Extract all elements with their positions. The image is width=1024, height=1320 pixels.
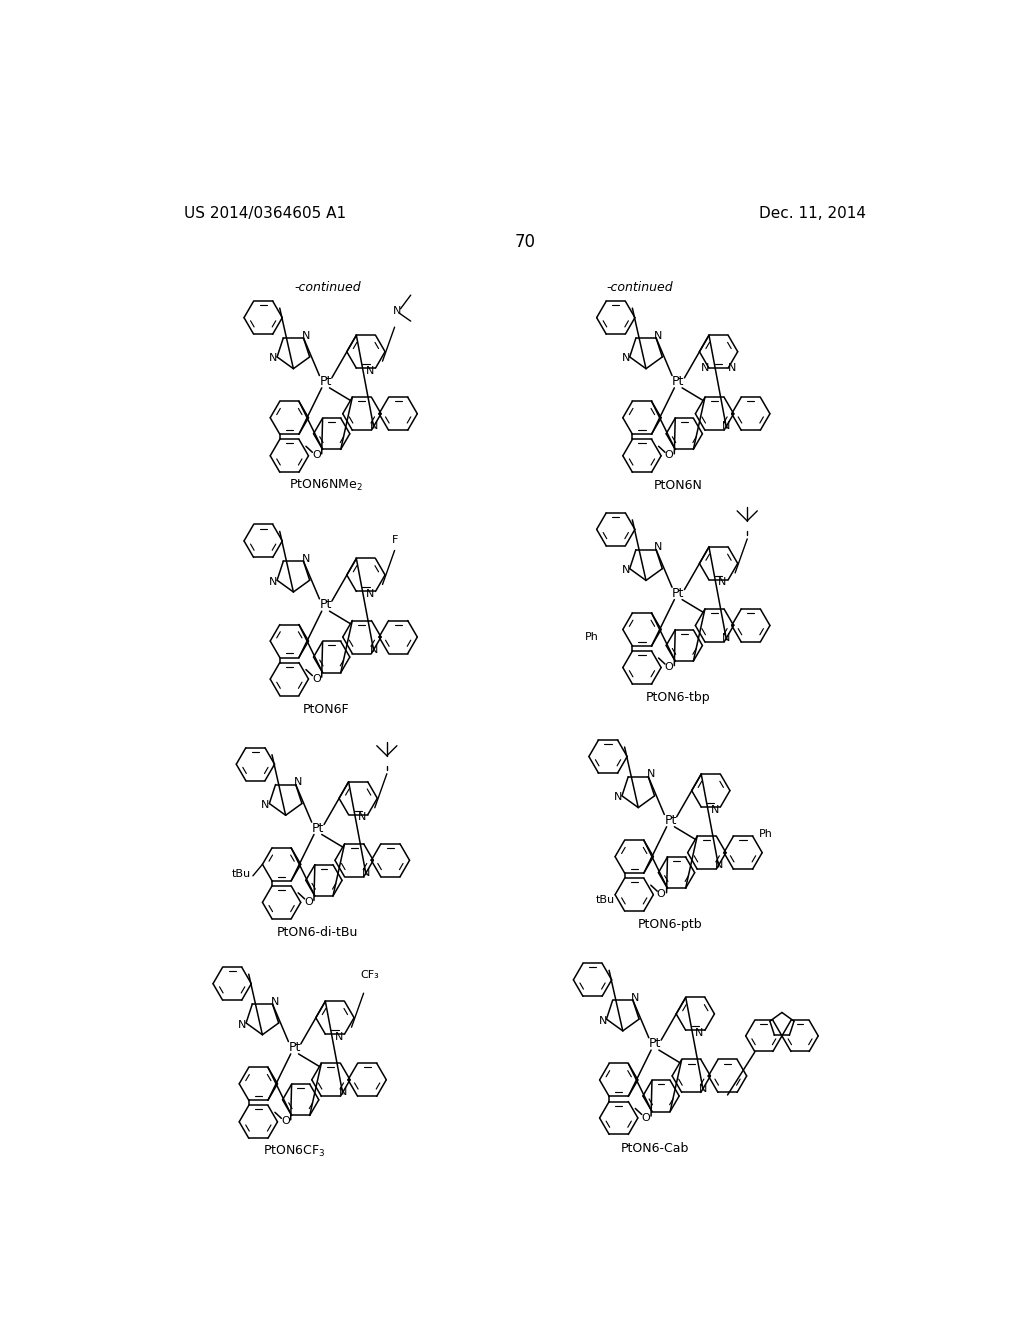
Text: N: N [269, 354, 278, 363]
Text: Pt: Pt [311, 822, 324, 834]
Text: Pt: Pt [319, 375, 332, 388]
Text: Pt: Pt [649, 1038, 662, 1051]
Text: PtON6N: PtON6N [653, 479, 702, 492]
Text: N: N [335, 1032, 343, 1041]
Text: O: O [641, 1113, 650, 1122]
Text: PtON6-tbp: PtON6-tbp [646, 692, 711, 704]
Text: PtON6-Cab: PtON6-Cab [621, 1142, 689, 1155]
Text: F: F [391, 536, 397, 545]
Text: N: N [718, 577, 727, 587]
Text: N: N [302, 554, 310, 564]
Text: N: N [392, 306, 400, 315]
Text: -continued: -continued [606, 281, 673, 294]
Text: N: N [357, 812, 367, 822]
Text: Dec. 11, 2014: Dec. 11, 2014 [759, 206, 866, 222]
Text: O: O [312, 450, 321, 461]
Text: N: N [302, 330, 310, 341]
Text: PtON6-di-tBu: PtON6-di-tBu [278, 925, 358, 939]
Text: Ph: Ph [759, 829, 773, 838]
Text: O: O [304, 898, 313, 907]
Text: tBu: tBu [231, 869, 251, 879]
Text: N: N [361, 869, 371, 878]
Text: N: N [339, 1088, 347, 1097]
Text: N: N [646, 770, 654, 780]
Text: Pt: Pt [672, 587, 684, 601]
Text: N: N [711, 805, 719, 814]
Text: O: O [312, 673, 321, 684]
Text: O: O [656, 890, 666, 899]
Text: N: N [269, 577, 278, 587]
Text: N: N [366, 589, 374, 599]
Text: PtON6-ptb: PtON6-ptb [638, 919, 702, 931]
Text: N: N [695, 1028, 703, 1038]
Text: O: O [281, 1117, 290, 1126]
Text: N: N [654, 543, 663, 552]
Text: N: N [614, 792, 623, 803]
Text: N: N [722, 634, 730, 643]
Text: N: N [370, 421, 378, 432]
Text: Pt: Pt [319, 598, 332, 611]
Text: O: O [665, 450, 673, 461]
Text: 70: 70 [514, 232, 536, 251]
Text: tBu: tBu [596, 895, 615, 906]
Text: -continued: -continued [295, 281, 361, 294]
Text: N: N [598, 1015, 607, 1026]
Text: PtON6NMe$_2$: PtON6NMe$_2$ [289, 478, 362, 494]
Text: N: N [270, 997, 279, 1007]
Text: N: N [699, 1084, 708, 1093]
Text: CF₃: CF₃ [360, 970, 379, 981]
Text: N: N [261, 800, 269, 810]
Text: Pt: Pt [665, 814, 677, 828]
Text: N: N [294, 777, 302, 787]
Text: N: N [370, 644, 378, 655]
Text: O: O [665, 663, 673, 672]
Text: N: N [700, 363, 710, 374]
Text: PtON6F: PtON6F [302, 702, 349, 715]
Text: Pt: Pt [672, 375, 684, 388]
Text: N: N [631, 993, 639, 1003]
Text: N: N [654, 330, 663, 341]
Text: N: N [722, 421, 730, 432]
Text: N: N [715, 861, 723, 870]
Text: PtON6CF$_3$: PtON6CF$_3$ [263, 1144, 326, 1159]
Text: N: N [728, 363, 736, 374]
Text: N: N [622, 354, 630, 363]
Text: US 2014/0364605 A1: US 2014/0364605 A1 [183, 206, 346, 222]
Text: N: N [622, 565, 630, 576]
Text: N: N [366, 366, 374, 376]
Text: N: N [238, 1019, 247, 1030]
Text: Pt: Pt [289, 1041, 301, 1055]
Text: Ph: Ph [586, 632, 599, 643]
